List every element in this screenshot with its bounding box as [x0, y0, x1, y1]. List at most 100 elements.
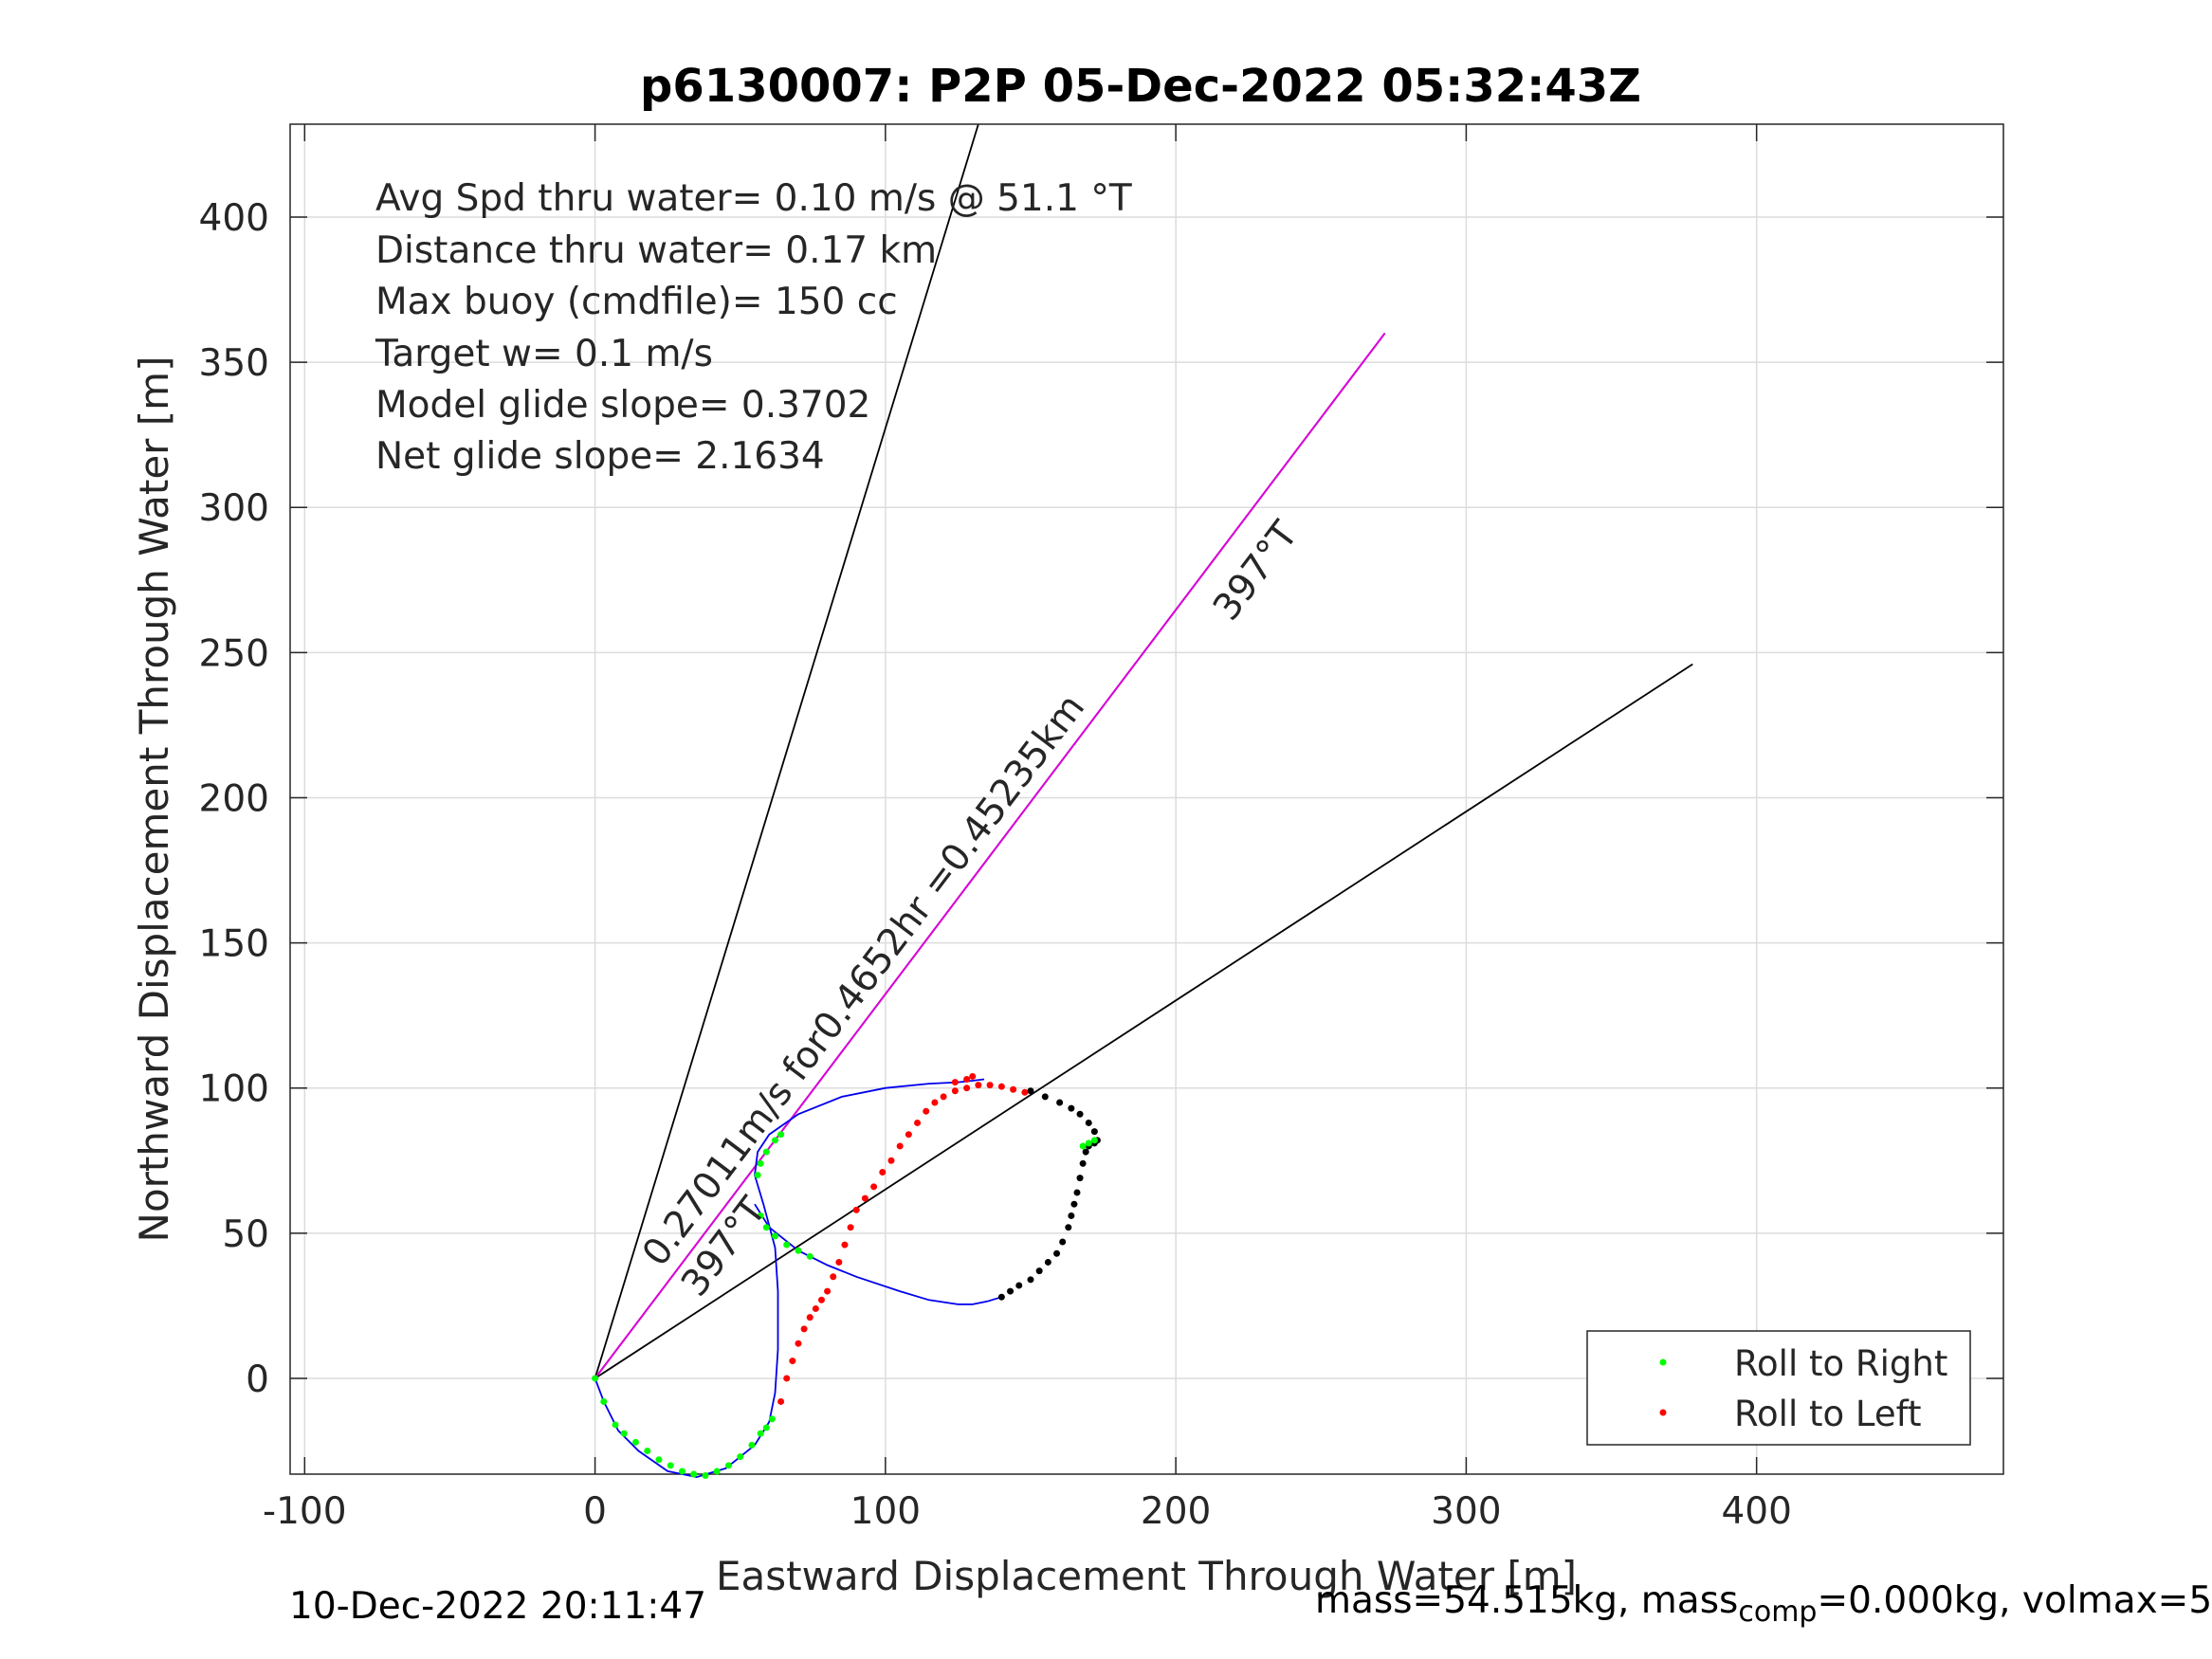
roll-right-point	[713, 1468, 721, 1475]
y-tick-label: 0	[246, 1358, 269, 1401]
roll-left-point	[879, 1169, 887, 1176]
roll-left-point	[951, 1087, 959, 1095]
grid	[290, 124, 2003, 1474]
y-tick-label: 100	[199, 1068, 269, 1111]
roll-right-point	[757, 1212, 764, 1219]
roll-right-point	[757, 1159, 764, 1167]
stat-max-buoy: Max buoy (cmdfile)= 150 cc	[375, 281, 898, 323]
track-point	[1053, 1249, 1061, 1257]
roll-left-point	[817, 1296, 825, 1304]
y-tick-label: 50	[222, 1213, 269, 1256]
roll-left-point	[783, 1375, 791, 1382]
x-axis-label: Eastward Displacement Through Water [m]	[716, 1553, 1577, 1599]
track-point	[1070, 1200, 1078, 1208]
roll-left-point	[777, 1397, 785, 1405]
roll-right-point	[655, 1456, 663, 1464]
roll-right-point	[600, 1397, 608, 1405]
roll-left-point	[789, 1358, 796, 1365]
roll-left-point	[963, 1085, 971, 1092]
track-point	[1082, 1148, 1089, 1156]
roll-left-point	[841, 1241, 849, 1249]
stat-target-w: Target w= 0.1 m/s	[375, 333, 713, 375]
track-point	[1085, 1119, 1092, 1126]
footer-mass-subscript: comp	[1738, 1595, 1818, 1629]
footer-date: 10-Dec-2022 20:11:47	[289, 1585, 707, 1628]
y-axis-label: Northward Displacement Through Water [m]	[131, 356, 177, 1243]
current-annotation: 0.27011m/s for0.4652hr =0.45235km	[634, 686, 1093, 1274]
heading-annotation-center: 397°T	[1205, 514, 1307, 629]
roll-right-point	[612, 1421, 619, 1429]
track-point	[1027, 1276, 1034, 1284]
roll-left-point	[870, 1183, 878, 1191]
roll-left-point	[896, 1142, 904, 1150]
roll-right-point	[771, 1137, 778, 1144]
x-tick-label: 100	[850, 1490, 921, 1533]
x-tick-label: -100	[263, 1490, 347, 1533]
roll-left-point	[951, 1079, 959, 1086]
stat-distance: Distance thru water= 0.17 km	[375, 229, 937, 272]
roll-left-point	[940, 1093, 947, 1101]
roll-right-point	[777, 1131, 785, 1139]
roll-left-point	[830, 1273, 837, 1281]
footer-mass-suffix: =0.000kg, volmax=5	[1817, 1579, 2212, 1622]
roll-left-point	[905, 1131, 912, 1139]
x-axis-ticks: -100 0 100 200 300 400	[263, 124, 1792, 1533]
roll-right-point	[667, 1462, 674, 1469]
y-tick-label: 350	[199, 342, 269, 385]
track-point	[1007, 1287, 1015, 1295]
roll-right-point	[702, 1472, 709, 1480]
roll-right-point	[1079, 1142, 1087, 1150]
stats-block: Avg Spd thru water= 0.10 m/s @ 51.1 °T D…	[375, 177, 1132, 478]
track-point	[1065, 1224, 1072, 1231]
y-tick-label: 250	[199, 632, 269, 675]
track-point	[1041, 1093, 1049, 1101]
roll-right-point	[795, 1247, 802, 1254]
roll-left-point	[997, 1083, 1005, 1090]
legend-box	[1586, 1330, 1971, 1446]
roll-left-point	[963, 1076, 971, 1084]
legend-marker-roll-left	[1659, 1409, 1667, 1416]
roll-right-point	[762, 1148, 770, 1156]
roll-left-point	[914, 1119, 922, 1126]
legend: Roll to Right Roll to Left	[1586, 1330, 1971, 1446]
legend-label-roll-right: Roll to Right	[1734, 1343, 1947, 1384]
plot-area-frame	[289, 123, 2004, 1475]
track-point	[1073, 1189, 1081, 1196]
roll-left-point	[824, 1287, 832, 1295]
roll-left-point	[835, 1258, 843, 1266]
track-point	[1015, 1282, 1023, 1289]
current-vector-line	[594, 332, 1386, 1379]
roll-right-point	[806, 1252, 814, 1260]
roll-right-point	[644, 1448, 651, 1455]
heading-line-shallow	[594, 663, 1693, 1379]
y-axis-ticks: 0 50 100 150 200 250 300 350 400	[199, 197, 2003, 1401]
legend-label-roll-left: Roll to Left	[1734, 1394, 1922, 1434]
roll-left-point	[887, 1157, 895, 1164]
footer-mass: mass=54.515kg, masscomp=0.000kg, volmax=…	[1315, 1579, 2212, 1629]
track-point	[1059, 1238, 1067, 1246]
roll-left-point	[800, 1325, 808, 1333]
roll-right-point	[757, 1430, 764, 1437]
y-tick-label: 400	[199, 197, 269, 240]
roll-right-point	[748, 1441, 756, 1449]
roll-left-point	[861, 1194, 868, 1202]
roll-right-point	[783, 1241, 791, 1249]
roll-right-point	[762, 1224, 770, 1231]
y-tick-label: 150	[199, 923, 269, 966]
track-point	[1068, 1104, 1075, 1112]
roll-right-point	[771, 1232, 778, 1240]
roll-left-point	[852, 1206, 860, 1213]
roll-left-point	[1021, 1088, 1029, 1096]
chart-title: p6130007: P2P 05-Dec-2022 05:32:43Z	[640, 60, 1641, 113]
track-point	[1044, 1258, 1051, 1266]
roll-left-point	[847, 1224, 854, 1231]
y-tick-label: 300	[199, 487, 269, 530]
roll-right-point	[592, 1375, 599, 1382]
x-tick-label: 0	[583, 1490, 607, 1533]
roll-right-point	[768, 1415, 776, 1423]
roll-right-point	[1090, 1137, 1098, 1144]
roll-left-point	[986, 1082, 994, 1089]
stat-avg-speed: Avg Spd thru water= 0.10 m/s @ 51.1 °T	[375, 177, 1132, 220]
roll-right-point	[620, 1430, 628, 1437]
x-tick-label: 200	[1141, 1490, 1211, 1533]
